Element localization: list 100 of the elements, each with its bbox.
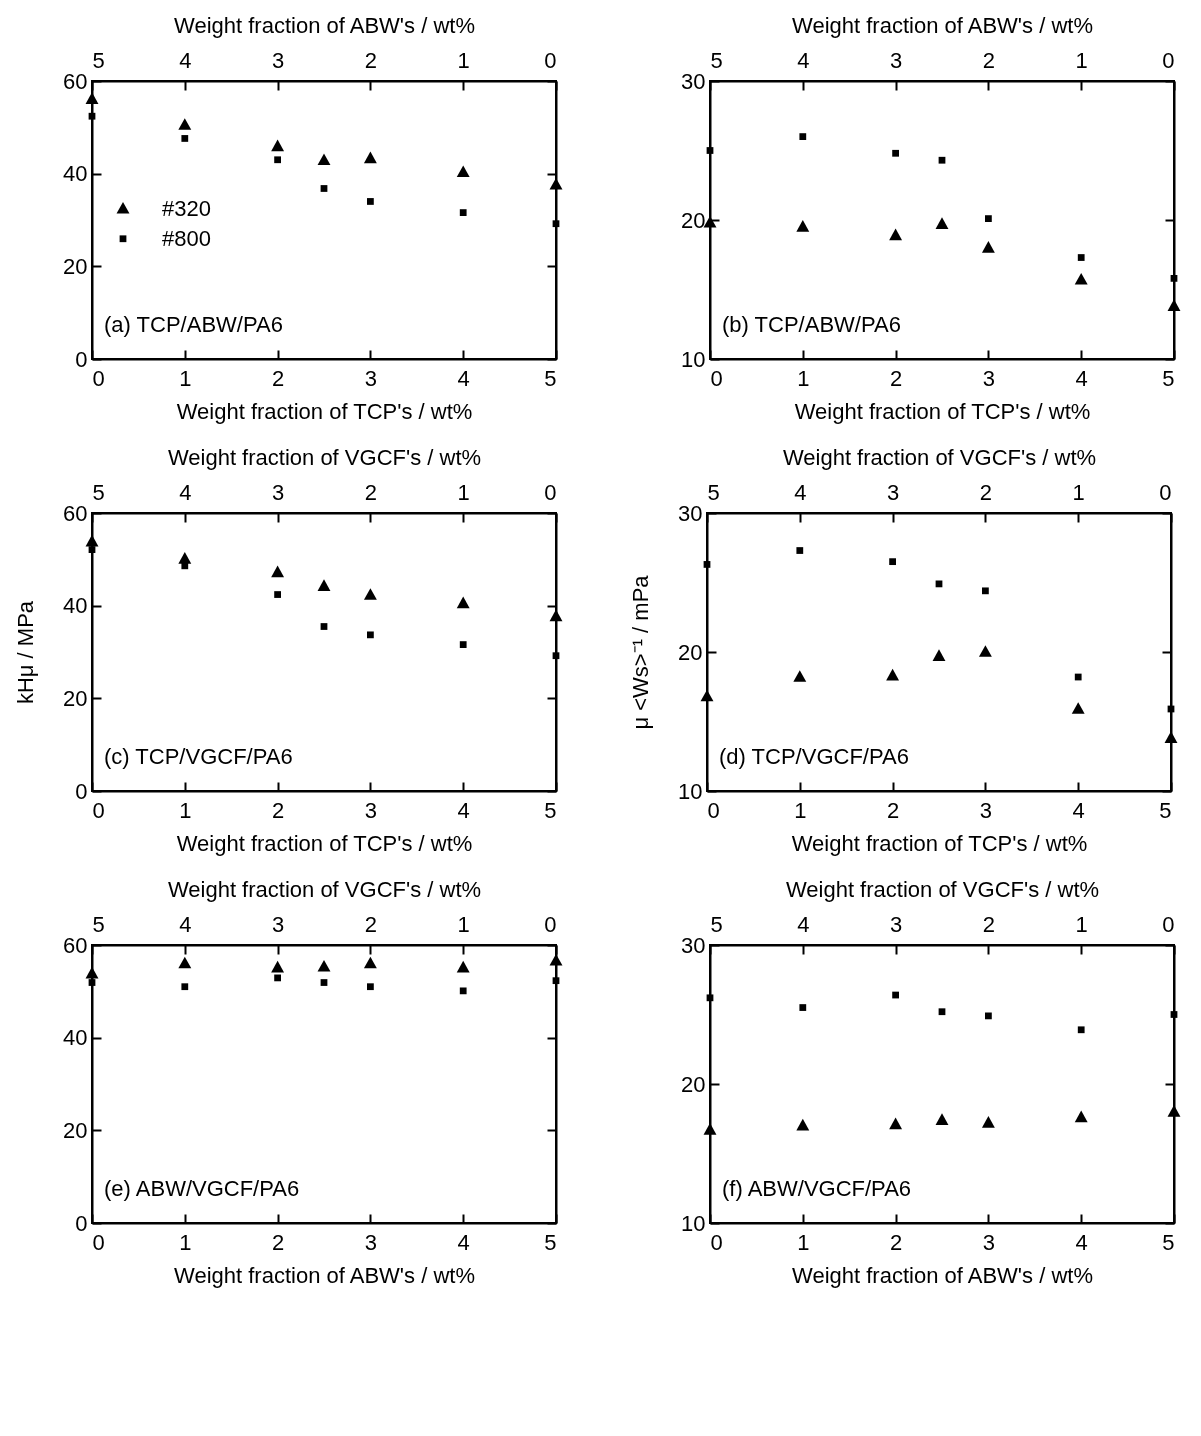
x-tick-label: 3	[364, 365, 378, 391]
x2-tick-label: 1	[1075, 911, 1088, 937]
annotation: (d) TCP/VGCF/PA6	[719, 744, 909, 769]
x-tick-label: 5	[544, 365, 557, 391]
x2-tick-label: 0	[544, 911, 557, 937]
x2-axis-title: Weight fraction of ABW's / wt%	[174, 12, 475, 38]
x-tick-label: 2	[271, 797, 285, 823]
annotation: (f) ABW/VGCF/PA6	[722, 1176, 912, 1201]
y-tick-label: 10	[678, 778, 703, 804]
y-tick-label: 10	[681, 1210, 706, 1236]
x-tick-label: 5	[1162, 1229, 1175, 1255]
y-tick-label: 20	[63, 253, 88, 279]
x2-tick-label: 1	[1075, 47, 1088, 73]
x-tick-label: 3	[982, 1229, 996, 1255]
x2-tick-label: 0	[1162, 911, 1175, 937]
y-tick-label: 60	[63, 500, 88, 526]
x-tick-label: 0	[710, 365, 723, 391]
x2-tick-label: 5	[92, 479, 105, 505]
x-axis-title: Weight fraction of TCP's / wt%	[176, 398, 473, 424]
x-tick-label: 5	[544, 797, 557, 823]
y-tick-label: 0	[75, 1210, 88, 1236]
x2-tick-label: 2	[364, 911, 378, 937]
annotation: (e) ABW/VGCF/PA6	[104, 1176, 300, 1201]
x-tick-label: 4	[1075, 365, 1088, 391]
x2-tick-label: 2	[979, 479, 993, 505]
y-tick-label: 20	[63, 685, 88, 711]
x-tick-label: 0	[92, 1229, 105, 1255]
x2-tick-label: 2	[982, 911, 996, 937]
y-tick-label: 20	[678, 639, 703, 665]
x2-tick-label: 3	[271, 47, 285, 73]
x-axis-title: Weight fraction of TCP's / wt%	[794, 398, 1091, 424]
y-axis-title: kHμ / MPa	[12, 600, 38, 705]
x2-tick-label: 5	[710, 47, 723, 73]
x2-tick-label: 2	[364, 47, 378, 73]
x2-tick-label: 4	[797, 47, 810, 73]
x2-tick-label: 5	[707, 479, 720, 505]
x2-tick-label: 3	[271, 911, 285, 937]
y-tick-label: 30	[681, 68, 706, 94]
y-tick-label: 40	[63, 161, 88, 187]
y-axis-title: μ <Ws>⁻¹ / mPa	[627, 574, 653, 730]
x2-tick-label: 3	[886, 479, 900, 505]
x2-tick-label: 1	[457, 479, 470, 505]
y-tick-label: 40	[63, 593, 88, 619]
x2-axis-title: Weight fraction of VGCF's / wt%	[785, 876, 1100, 902]
x2-tick-label: 2	[364, 479, 378, 505]
x-tick-label: 3	[979, 797, 993, 823]
x-tick-label: 5	[1159, 797, 1172, 823]
x2-tick-label: 5	[92, 47, 105, 73]
x-tick-label: 4	[457, 365, 470, 391]
x2-tick-label: 3	[889, 911, 903, 937]
x2-tick-label: 4	[179, 911, 192, 937]
x-tick-label: 1	[179, 365, 192, 391]
y-tick-label: 30	[681, 932, 706, 958]
annotation: (a) TCP/ABW/PA6	[104, 312, 283, 337]
x-tick-label: 2	[889, 1229, 903, 1255]
x-tick-label: 5	[1162, 365, 1175, 391]
x-tick-label: 1	[797, 1229, 810, 1255]
x-tick-label: 4	[1072, 797, 1085, 823]
x-axis-title: Weight fraction of ABW's / wt%	[792, 1262, 1093, 1288]
x-tick-label: 3	[364, 797, 378, 823]
x2-axis-title: Weight fraction of VGCF's / wt%	[782, 444, 1097, 470]
x-tick-label: 1	[794, 797, 807, 823]
x2-tick-label: 0	[544, 479, 557, 505]
x-axis-title: Weight fraction of TCP's / wt%	[791, 830, 1088, 856]
x2-tick-label: 4	[179, 479, 192, 505]
x-tick-label: 1	[179, 797, 192, 823]
y-tick-label: 20	[63, 1117, 88, 1143]
x2-tick-label: 4	[797, 911, 810, 937]
x2-tick-label: 0	[544, 47, 557, 73]
x2-tick-label: 1	[1072, 479, 1085, 505]
x-tick-label: 3	[982, 365, 996, 391]
annotation: (b) TCP/ABW/PA6	[722, 312, 901, 337]
y-tick-label: 10	[681, 346, 706, 372]
legend-label: #320	[162, 195, 211, 221]
y-tick-label: 60	[63, 68, 88, 94]
x-tick-label: 2	[889, 365, 903, 391]
y-tick-label: 20	[681, 1071, 706, 1097]
y-tick-label: 40	[63, 1025, 88, 1051]
annotation: (c) TCP/VGCF/PA6	[104, 744, 293, 769]
x-tick-label: 2	[271, 365, 285, 391]
x2-tick-label: 5	[710, 911, 723, 937]
x-tick-label: 2	[886, 797, 900, 823]
x2-axis-title: Weight fraction of ABW's / wt%	[792, 12, 1093, 38]
x2-tick-label: 4	[179, 47, 192, 73]
x-axis-title: Weight fraction of ABW's / wt%	[174, 1262, 475, 1288]
x2-tick-label: 4	[794, 479, 807, 505]
x-tick-label: 1	[179, 1229, 192, 1255]
y-tick-label: 20	[681, 207, 706, 233]
x2-axis-title: Weight fraction of VGCF's / wt%	[167, 444, 482, 470]
x2-tick-label: 3	[889, 47, 903, 73]
x-tick-label: 0	[92, 797, 105, 823]
x-tick-label: 4	[1075, 1229, 1088, 1255]
x2-tick-label: 1	[457, 911, 470, 937]
y-tick-label: 0	[75, 346, 88, 372]
x-tick-label: 0	[710, 1229, 723, 1255]
x2-tick-label: 0	[1159, 479, 1172, 505]
x-tick-label: 3	[364, 1229, 378, 1255]
legend-label: #800	[162, 225, 211, 251]
x-tick-label: 4	[457, 797, 470, 823]
x-tick-label: 4	[457, 1229, 470, 1255]
